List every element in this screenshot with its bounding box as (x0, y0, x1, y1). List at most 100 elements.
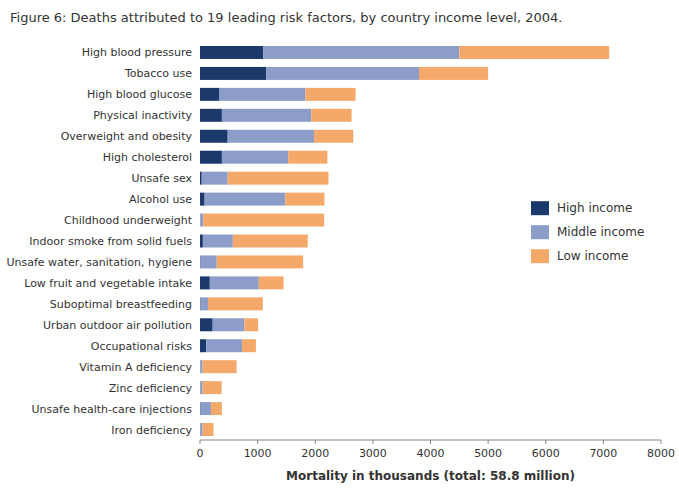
y-axis: High blood pressure Tobacco use High blood… (6, 46, 192, 436)
bar-segment (200, 67, 266, 80)
x-tick (200, 440, 201, 444)
category-label: Unsafe water, sanitation, hygiene (6, 256, 192, 269)
bar-segment (210, 276, 259, 289)
bar-segment (288, 151, 327, 164)
bar-segment (201, 255, 217, 268)
bar-segment (217, 255, 303, 268)
bar-segment (202, 172, 228, 185)
x-tick (430, 440, 431, 444)
bar-segment (219, 88, 305, 101)
bar-segment (201, 297, 208, 310)
legend-swatch (531, 249, 549, 263)
bar-segment (314, 130, 353, 143)
bar-segment (200, 193, 205, 206)
bar-segment (200, 339, 206, 352)
x-tick (315, 440, 316, 444)
chart: Figure 6: Deaths attributed to 19 leadin… (0, 0, 679, 498)
x-tick (488, 440, 489, 444)
legend-swatch (531, 201, 549, 215)
bar-segment (222, 109, 311, 122)
x-tick-label: 2000 (301, 447, 329, 460)
bar-segment (203, 214, 324, 227)
category-label: Zinc deficiency (109, 382, 193, 395)
x-axis: 0 1000 2000 3000 4000 5000 6000 7000 8000 (197, 440, 676, 460)
bar-segment (203, 381, 222, 394)
bar-segment (206, 339, 242, 352)
bar-segment (200, 360, 202, 373)
bar-segment (205, 193, 286, 206)
category-label: Vitamin A deficiency (79, 361, 192, 374)
bar-segment (203, 360, 237, 373)
bar-segment (200, 46, 263, 59)
title: Figure 6: Deaths attributed to 19 leadin… (10, 10, 562, 25)
x-tick (257, 440, 258, 444)
bar-segment (200, 423, 202, 436)
bar-segment (200, 172, 202, 185)
bar-segment (200, 109, 222, 122)
bar-segment (200, 130, 228, 143)
x-tick-label: 1000 (244, 447, 272, 460)
category-label: Iron deficiency (111, 424, 192, 437)
category-label: Occupational risks (91, 340, 192, 353)
category-label: Unsafe health-care injections (32, 403, 193, 416)
legend-label: Middle income (557, 225, 644, 239)
x-tick-label: 8000 (647, 447, 675, 460)
bar-segment (419, 67, 488, 80)
bar-segment (200, 88, 219, 101)
legend-label: High income (557, 201, 632, 215)
x-axis-label: Mortality in thousands (total: 58.8 mill… (286, 469, 575, 483)
bar-segment (259, 276, 284, 289)
bar-segment (285, 193, 324, 206)
bar-segment (459, 46, 609, 59)
category-label: High blood pressure (82, 46, 193, 59)
bar-segment (200, 151, 222, 164)
bar-segment (211, 402, 222, 415)
bar-segment (213, 318, 245, 331)
bar-segment (203, 235, 233, 248)
bar-segment (200, 381, 202, 394)
bar-segment (203, 423, 214, 436)
bar-segment (200, 214, 203, 227)
bar-segment (200, 318, 213, 331)
category-label: Tobacco use (124, 67, 192, 80)
category-label: Unsafe sex (132, 172, 193, 185)
bar-segment (242, 339, 256, 352)
bar-segment (263, 46, 459, 59)
legend-label: Low income (557, 249, 628, 263)
category-label: High cholesterol (103, 151, 192, 164)
category-label: Indoor smoke from solid fuels (29, 235, 192, 248)
bar-segment (311, 109, 351, 122)
category-label: Overweight and obesity (61, 130, 193, 143)
category-label: Alcohol use (129, 193, 192, 206)
bar-segment (233, 235, 308, 248)
bar-segment (200, 235, 203, 248)
x-tick-label: 3000 (359, 447, 387, 460)
legend-swatch (531, 225, 549, 239)
x-tick (603, 440, 604, 444)
x-tick-label: 6000 (532, 447, 560, 460)
x-tick (661, 440, 662, 444)
category-label: High blood glucose (87, 88, 192, 101)
bar-segment (208, 297, 263, 310)
x-tick (545, 440, 546, 444)
category-label: Urban outdoor air pollution (43, 319, 192, 332)
bar-segment (228, 130, 314, 143)
x-tick-label: 7000 (589, 447, 617, 460)
x-tick-label: 0 (197, 447, 204, 460)
x-tick-label: 5000 (474, 447, 502, 460)
bars (200, 46, 609, 436)
category-label: Low fruit and vegetable intake (24, 277, 192, 290)
bar-segment (305, 88, 355, 101)
category-label: Suboptimal breastfeeding (50, 298, 192, 311)
bar-segment (228, 172, 329, 185)
x-tick-label: 4000 (417, 447, 445, 460)
bar-segment (244, 318, 258, 331)
category-label: Childhood underweight (64, 214, 193, 227)
bar-segment (201, 402, 211, 415)
bar-segment (200, 276, 210, 289)
bar-segment (222, 151, 288, 164)
x-tick (372, 440, 373, 444)
category-label: Physical inactivity (93, 109, 192, 122)
bar-segment (266, 67, 419, 80)
legend: High income Middle income Low income (531, 201, 644, 263)
